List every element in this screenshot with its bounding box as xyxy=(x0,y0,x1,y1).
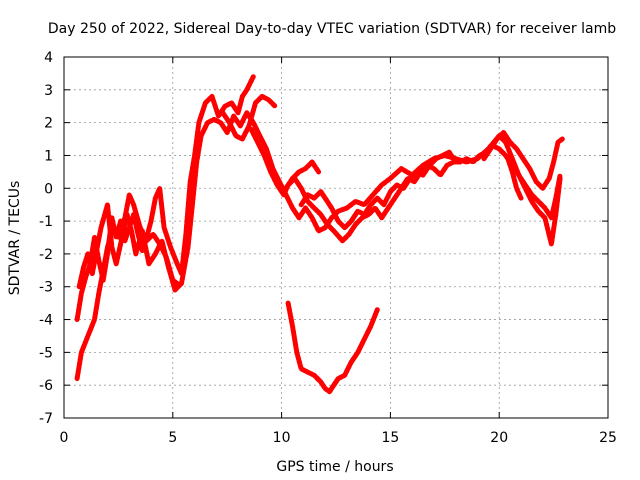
x-tick-label: 15 xyxy=(381,430,399,446)
x-axis-label: GPS time / hours xyxy=(276,459,393,475)
chart-title: Day 250 of 2022, Sidereal Day-to-day VTE… xyxy=(48,21,616,37)
x-tick-label: 10 xyxy=(273,430,291,446)
series-track-i xyxy=(481,130,565,191)
plot-frame xyxy=(63,56,609,419)
series-track-b xyxy=(74,74,256,322)
y-tick-label: 4 xyxy=(44,50,53,66)
series-track-j xyxy=(505,156,524,201)
tick-layer: 0 5 10 15 20 25 -7 -6 -5 -4 -3 -2 -1 0 1 2 3 4 xyxy=(39,50,617,446)
y-tick-label: -7 xyxy=(39,411,53,427)
series-layer xyxy=(74,74,565,395)
x-tick-label: 0 xyxy=(60,430,69,446)
series-track-h xyxy=(285,300,380,395)
y-tick-label: -1 xyxy=(39,214,53,230)
y-tick-label: 0 xyxy=(44,181,53,197)
y-tick-label: 1 xyxy=(44,148,53,164)
y-tick-label: -2 xyxy=(39,247,53,263)
x-tick-label: 20 xyxy=(490,430,508,446)
y-tick-label: -3 xyxy=(39,280,53,296)
x-tick-label: 5 xyxy=(168,430,177,446)
y-tick-label: -4 xyxy=(39,313,53,329)
y-tick-label: -5 xyxy=(39,345,53,361)
x-tick-label: 25 xyxy=(599,430,617,446)
series-track-g xyxy=(298,149,459,231)
y-axis-label: SDTVAR / TECUs xyxy=(7,181,23,296)
y-tick-label: -6 xyxy=(39,378,53,394)
y-tick-label: 2 xyxy=(44,116,53,132)
series-track-f xyxy=(283,159,322,191)
y-tick-label: 3 xyxy=(44,83,53,99)
series-track-d xyxy=(220,93,278,142)
